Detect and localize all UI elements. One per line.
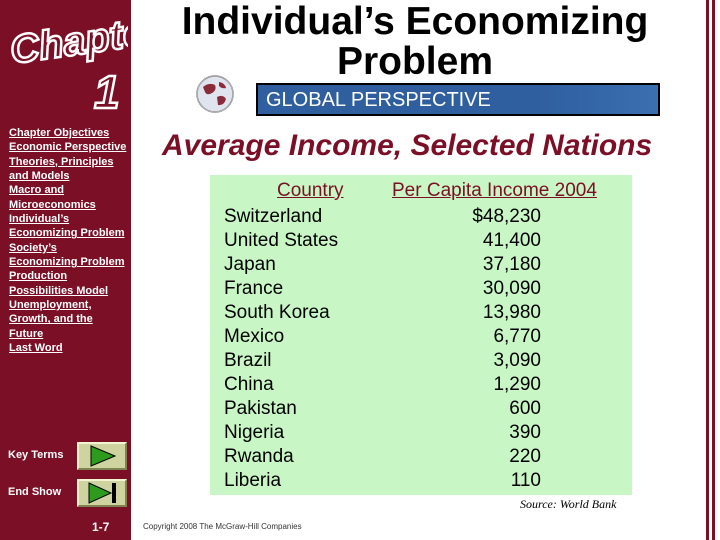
country-cell: Switzerland [224,206,323,227]
country-cell: Liberia [224,470,282,491]
income-cell: 41,400 [482,230,541,251]
country-cell: China [224,374,274,395]
svg-text:1: 1 [94,66,120,114]
country-cell: Pakistan [224,398,297,419]
income-cell: 220 [509,446,541,467]
income-cell: 110 [510,470,541,491]
source-note: Source: World Bank [520,497,617,511]
country-column: Switzerland United States Japan France S… [224,205,338,493]
country-cell: Brazil [224,350,272,371]
key-terms-control: Key Terms [8,442,127,470]
income-cell: 3,090 [493,350,541,371]
country-cell: United States [224,230,339,251]
key-terms-button[interactable] [77,442,127,470]
chapter-nav: Chapter Objectives Economic Perspective … [9,126,127,356]
nav-theories-principles-models[interactable]: Theories, Principles and Models [9,155,114,183]
play-icon [90,445,117,467]
end-show-label: End Show [8,486,62,498]
income-cell: 13,980 [482,302,541,323]
country-column-header: Country [277,180,344,201]
content-subtitle: Average Income, Selected Nations [162,129,653,162]
nav-production-possibilities-model[interactable]: Production Possibilities Model [9,270,109,297]
country-cell: Nigeria [224,422,285,443]
globe-icon [196,75,234,113]
nav-unemployment-growth-future[interactable]: Unemployment, Growth, and the Future [9,299,93,340]
end-show-button[interactable] [77,479,127,507]
income-cell: $48,230 [472,206,541,227]
country-cell: Rwanda [224,446,294,467]
country-cell: Japan [224,254,276,275]
copyright-text: Copyright 2008 The McGraw-Hill Companies [143,522,302,531]
income-cell: 37,180 [482,254,541,275]
end-show-control: End Show [8,479,127,507]
income-cell: 600 [509,398,541,419]
right-edge-stripe [706,0,709,540]
nav-last-word[interactable]: Last Word [9,342,63,355]
chapter-logo: Chapter 1 [6,6,128,114]
nav-economic-perspective[interactable]: Economic Perspective [9,141,127,154]
income-cell: 390 [509,422,541,443]
nav-societys-economizing-problem[interactable]: Society’s Economizing Problem [9,241,125,269]
country-cell: France [224,278,284,299]
right-edge-stripe [712,0,715,540]
sidebar: Chapter 1 Chapter Objectives Economic Pe… [0,0,131,540]
income-cell: 6,770 [493,326,541,347]
end-show-icon [88,482,116,504]
country-cell: South Korea [224,302,330,323]
nav-macro-microeconomics[interactable]: Macro and Microeconomics [9,184,96,211]
global-perspective-banner: GLOBAL PERSPECTIVE [256,83,660,116]
income-table: Country Per Capita Income 2004 Switzerla… [210,175,632,495]
nav-individuals-economizing-problem[interactable]: Individual’s Economizing Problem [9,213,125,240]
income-cell: 1,290 [493,374,541,395]
svg-text:Chapter: Chapter [7,8,128,73]
page-number: 1-7 [92,520,110,534]
nav-chapter-objectives[interactable]: Chapter Objectives [9,127,110,139]
income-column: $48,230 41,400 37,180 30,090 13,980 6,77… [472,205,541,493]
page-title: Individual’s Economizing Problem [181,0,649,83]
income-column-header: Per Capita Income 2004 [392,180,597,201]
income-cell: 30,090 [482,278,541,299]
key-terms-label: Key Terms [8,449,64,461]
country-cell: Mexico [224,326,285,347]
banner-label: GLOBAL PERSPECTIVE [266,89,491,111]
